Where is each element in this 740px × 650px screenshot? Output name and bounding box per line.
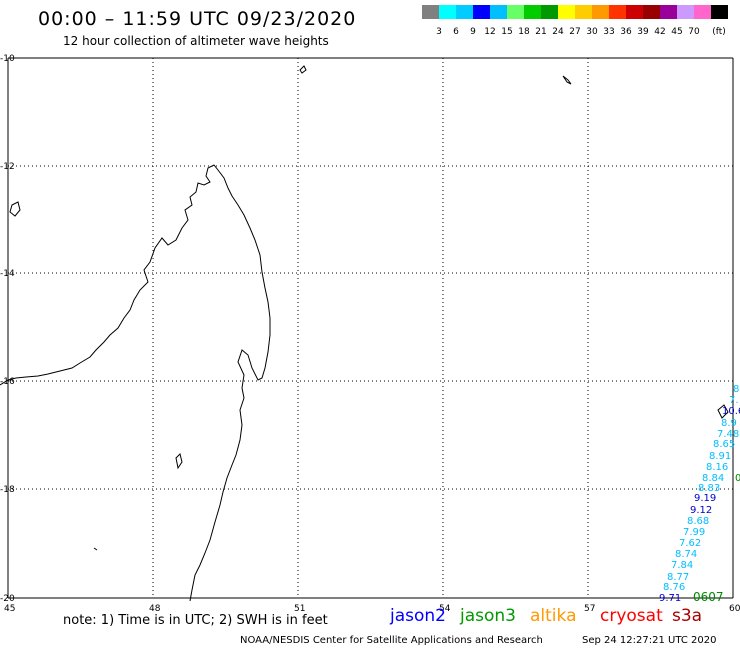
legend-swatch xyxy=(473,5,490,19)
legend-swatch xyxy=(558,5,575,19)
legend-swatch xyxy=(609,5,626,19)
legend-label: 39 xyxy=(637,27,649,37)
wave-height-reading: 8.16 xyxy=(706,462,728,473)
legend-swatch xyxy=(439,5,456,19)
legend-label: 3 xyxy=(436,27,442,37)
legend-label: (ft) xyxy=(712,27,726,37)
wave-height-reading: 7.48 xyxy=(717,429,739,440)
satellite-name: altika xyxy=(530,606,577,626)
wave-height-reading: 8.91 xyxy=(709,451,731,462)
legend-label: 45 xyxy=(671,27,683,37)
legend-swatch xyxy=(524,5,541,19)
latitude-tick-label: -10 xyxy=(0,54,15,64)
longitude-tick-label: 60 xyxy=(729,604,740,614)
legend-swatch xyxy=(422,5,439,19)
comoros-island xyxy=(9,201,21,217)
legend-label: 33 xyxy=(603,27,615,37)
latitude-tick-label: -20 xyxy=(0,594,15,604)
wave-height-reading: 8.83 xyxy=(698,483,720,494)
legend-label: 18 xyxy=(518,27,530,37)
longitude-tick-label: 48 xyxy=(149,604,161,614)
legend-swatch xyxy=(694,5,711,19)
color-legend: 3 6 9 12 15 18 21 24 27 30 33 36 39 42 45 70 (ft) xyxy=(422,5,732,37)
legend-swatch xyxy=(660,5,677,19)
wave-height-reading: 8.9 xyxy=(721,418,737,429)
wave-height-reading: 0 xyxy=(735,473,740,484)
legend-label: 21 xyxy=(535,27,547,37)
legend-label: 42 xyxy=(654,27,666,37)
wave-height-reading: 8.76 xyxy=(663,582,685,593)
longitude-labels: 45 48 51 54 57 60 xyxy=(4,604,740,614)
credit-line: NOAA/NESDIS Center for Satellite Applica… xyxy=(240,635,543,646)
latitude-tick-label: -18 xyxy=(0,485,15,495)
altimeter-track-readings: 87.10.68.97.488.658.918.168.848.839.199.… xyxy=(659,384,740,604)
legend-swatch xyxy=(490,5,507,19)
legend-label: 15 xyxy=(501,27,513,37)
longitude-tick-label: 45 xyxy=(4,604,15,614)
mascarene-islet xyxy=(717,404,729,419)
lat-lon-grid xyxy=(7,57,734,599)
wave-height-reading: 10.6 xyxy=(722,406,740,417)
legend-swatch xyxy=(507,5,524,19)
wave-height-reading: 8.65 xyxy=(713,439,735,450)
legend-swatch xyxy=(456,5,473,19)
wave-height-reading: 0607 xyxy=(693,590,724,604)
legend-swatch xyxy=(541,5,558,19)
legend-label: 6 xyxy=(453,27,459,37)
wave-height-reading: 7. xyxy=(729,395,739,406)
color-legend-swatches xyxy=(422,5,728,19)
wave-height-reading: 7.99 xyxy=(683,527,705,538)
wave-height-reading: 9.12 xyxy=(690,505,712,516)
longitude-tick-label: 54 xyxy=(439,604,451,614)
small-islet xyxy=(93,547,98,551)
agalega-island xyxy=(562,75,572,85)
map-title: 00:00 – 11:59 UTC 09/23/2020 xyxy=(38,8,357,30)
legend-label: 70 xyxy=(688,27,700,37)
legend-label: 24 xyxy=(552,27,564,37)
latitude-tick-label: -12 xyxy=(0,162,15,172)
longitude-tick-label: 51 xyxy=(294,604,305,614)
legend-swatch xyxy=(643,5,660,19)
legend-swatch xyxy=(626,5,643,19)
wave-height-reading: 8.77 xyxy=(667,572,689,583)
madagascar-coastline xyxy=(0,164,271,602)
wave-height-reading: 8 xyxy=(733,384,739,395)
legend-swatch xyxy=(677,5,694,19)
wave-height-reading: 8.68 xyxy=(687,516,709,527)
satellite-name: jason2 xyxy=(390,606,446,626)
legend-label: 9 xyxy=(470,27,476,37)
legend-label: 12 xyxy=(484,27,496,37)
satellite-name: cryosat xyxy=(600,606,663,626)
latitude-tick-label: -14 xyxy=(0,269,15,279)
generated-timestamp: Sep 24 12:27:21 UTC 2020 xyxy=(582,635,717,646)
legend-label: 30 xyxy=(586,27,598,37)
west-islet xyxy=(175,453,183,470)
satellite-name: s3a xyxy=(672,606,703,626)
legend-label: 27 xyxy=(569,27,581,37)
wave-height-reading: 8.74 xyxy=(675,549,697,560)
latitude-tick-label: -16 xyxy=(0,377,15,387)
satellite-name: jason3 xyxy=(460,606,516,626)
latitude-labels: -10 -12 -14 -16 -18 -20 xyxy=(0,54,15,604)
legend-swatch xyxy=(575,5,592,19)
mayotte-island xyxy=(299,65,307,74)
footnote: note: 1) Time is in UTC; 2) SWH is in fe… xyxy=(63,613,328,628)
wave-height-reading: 9.19 xyxy=(694,493,716,504)
map-subtitle: 12 hour collection of altimeter wave hei… xyxy=(63,34,329,48)
wave-height-reading: 8.84 xyxy=(702,473,724,484)
coastline xyxy=(0,65,729,602)
longitude-tick-label: 57 xyxy=(584,604,595,614)
wave-height-reading: 7.84 xyxy=(671,560,693,571)
legend-swatch xyxy=(711,5,728,19)
legend-swatch xyxy=(592,5,609,19)
legend-label: 36 xyxy=(620,27,632,37)
wave-height-reading: 7.62 xyxy=(679,538,701,549)
wave-height-reading: 9.71 xyxy=(659,593,681,604)
